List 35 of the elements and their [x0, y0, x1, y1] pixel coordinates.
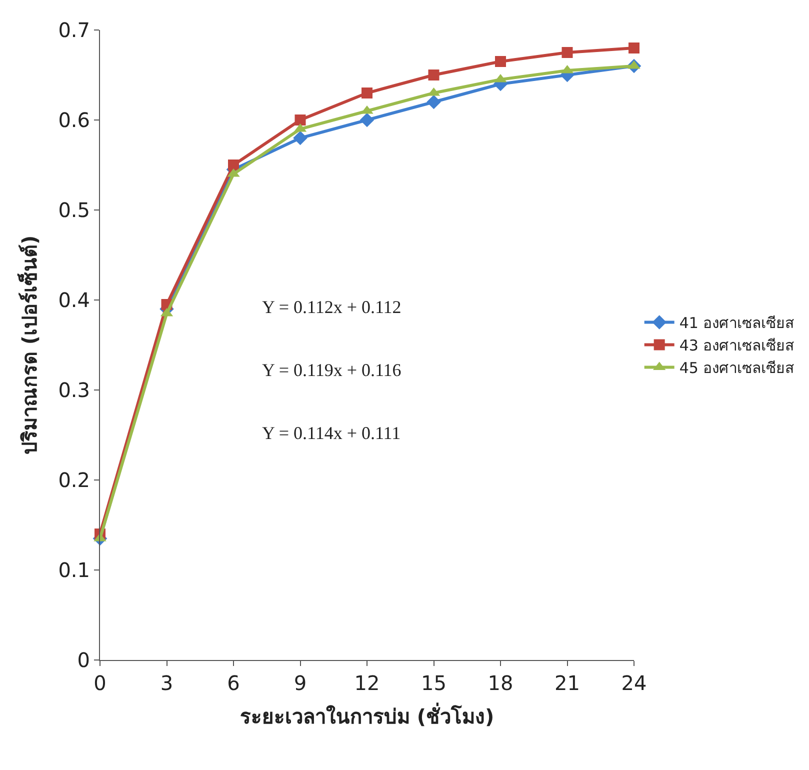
annotation: Y = 0.119x + 0.116: [262, 360, 402, 380]
x-tick-label: 18: [488, 671, 514, 695]
x-axis-title: ระยะเวลาในการบ่ม (ชั่วโมง): [240, 702, 494, 728]
legend-label: 41 องศาเซลเซียส: [679, 314, 794, 332]
point: [362, 88, 372, 98]
x-tick-label: 15: [421, 671, 446, 695]
y-tick-label: 0.3: [58, 378, 90, 402]
annotation: Y = 0.112x + 0.112: [262, 297, 402, 317]
y-tick-label: 0: [77, 648, 90, 672]
x-tick-label: 0: [94, 671, 106, 695]
y-tick-label: 0.4: [58, 288, 90, 312]
legend-label: 43 องศาเซลเซียส: [679, 336, 794, 355]
point: [495, 56, 506, 67]
y-tick-label: 0.6: [58, 108, 90, 132]
point: [293, 130, 308, 146]
y-tick-label: 0.2: [58, 468, 90, 492]
point: [294, 114, 306, 126]
point: [428, 70, 440, 80]
point: [228, 160, 239, 170]
x-tick-label: 21: [554, 671, 580, 695]
x-tick-label: 9: [294, 671, 307, 695]
y-axis-title: ปริมาณกรด (เปอร์เซ็นต์): [16, 235, 42, 455]
y-tick-label: 0.1: [58, 558, 90, 582]
annotation: Y = 0.114x + 0.111: [262, 423, 401, 443]
point: [426, 94, 441, 110]
point: [360, 112, 374, 128]
y-tick-label: 0.7: [58, 18, 90, 42]
point: [628, 42, 640, 54]
x-tick-label: 3: [160, 671, 174, 695]
x-tick-label: 6: [227, 671, 240, 695]
y-tick-label: 0.5: [58, 198, 90, 222]
x-tick-label: 12: [354, 671, 380, 695]
point: [562, 47, 573, 58]
legend-label: 45 องศาเซลเซียส: [679, 359, 794, 378]
x-tick-label: 24: [621, 671, 647, 695]
